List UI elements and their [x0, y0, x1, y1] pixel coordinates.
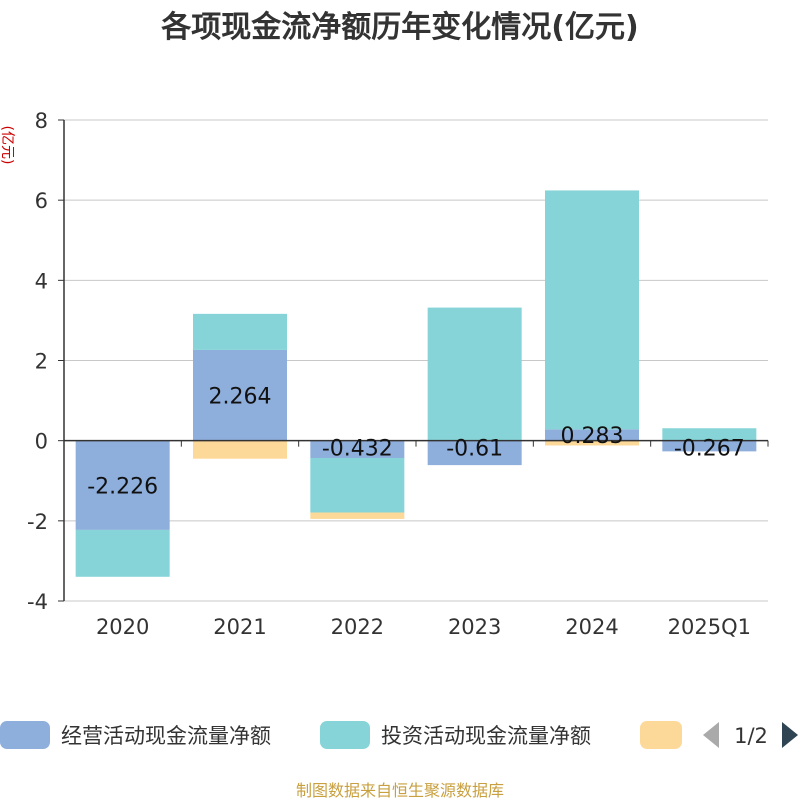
data-label: -2.226: [87, 474, 158, 499]
y-tick-label: 8: [35, 109, 48, 133]
bar-2[interactable]: [662, 428, 757, 441]
legend-swatch-2[interactable]: [320, 721, 370, 749]
bar-1[interactable]: [75, 440, 170, 530]
x-tick-label: 2023: [448, 615, 501, 639]
x-tick-label: 2020: [96, 615, 149, 639]
bar-1[interactable]: [427, 440, 522, 466]
legend-swatch-1[interactable]: [0, 721, 50, 749]
y-tick-label: 4: [35, 269, 48, 293]
legend-page-indicator: 1/2: [734, 724, 768, 748]
bar-1[interactable]: [545, 429, 639, 441]
legend-label: 投资活动现金流量净额: [381, 724, 591, 748]
bar-2[interactable]: [545, 190, 639, 430]
y-tick-label: 6: [35, 189, 48, 213]
y-tick-label: -4: [27, 590, 48, 614]
bar-2[interactable]: [193, 313, 287, 350]
y-tick-label: 0: [35, 430, 48, 454]
bar-3[interactable]: [545, 440, 639, 446]
data-label: 0.283: [561, 424, 624, 449]
source-note: 制图数据来自恒生聚源数据库: [296, 781, 504, 800]
bar-2[interactable]: [75, 529, 170, 577]
data-label: -0.61: [446, 437, 503, 462]
y-tick-label: -2: [27, 510, 48, 534]
legend-swatch-3[interactable]: [640, 721, 682, 749]
x-tick-label: 2022: [331, 615, 384, 639]
x-tick-label: 2024: [565, 615, 618, 639]
data-label: -0.432: [322, 437, 393, 462]
bar-2[interactable]: [310, 457, 405, 513]
bar-3[interactable]: [310, 512, 405, 519]
bar-2[interactable]: [427, 307, 522, 441]
bar-1[interactable]: [662, 440, 757, 452]
pager-next-icon[interactable]: [782, 722, 798, 748]
x-tick-label: 2025Q1: [668, 615, 751, 639]
y-tick-label: 2: [35, 350, 48, 374]
bar-3[interactable]: [193, 440, 287, 459]
legend-label: 经营活动现金流量净额: [61, 724, 271, 748]
bar-1[interactable]: [193, 349, 287, 441]
bar-1[interactable]: [310, 440, 405, 458]
data-label: 2.264: [209, 384, 272, 409]
x-tick-label: 2021: [213, 615, 266, 639]
pager-prev-icon[interactable]: [703, 722, 719, 748]
data-label: -0.267: [674, 437, 745, 462]
chart-title: 各项现金流净额历年变化情况(亿元): [160, 10, 638, 45]
y-axis-label: (亿元): [0, 126, 15, 165]
